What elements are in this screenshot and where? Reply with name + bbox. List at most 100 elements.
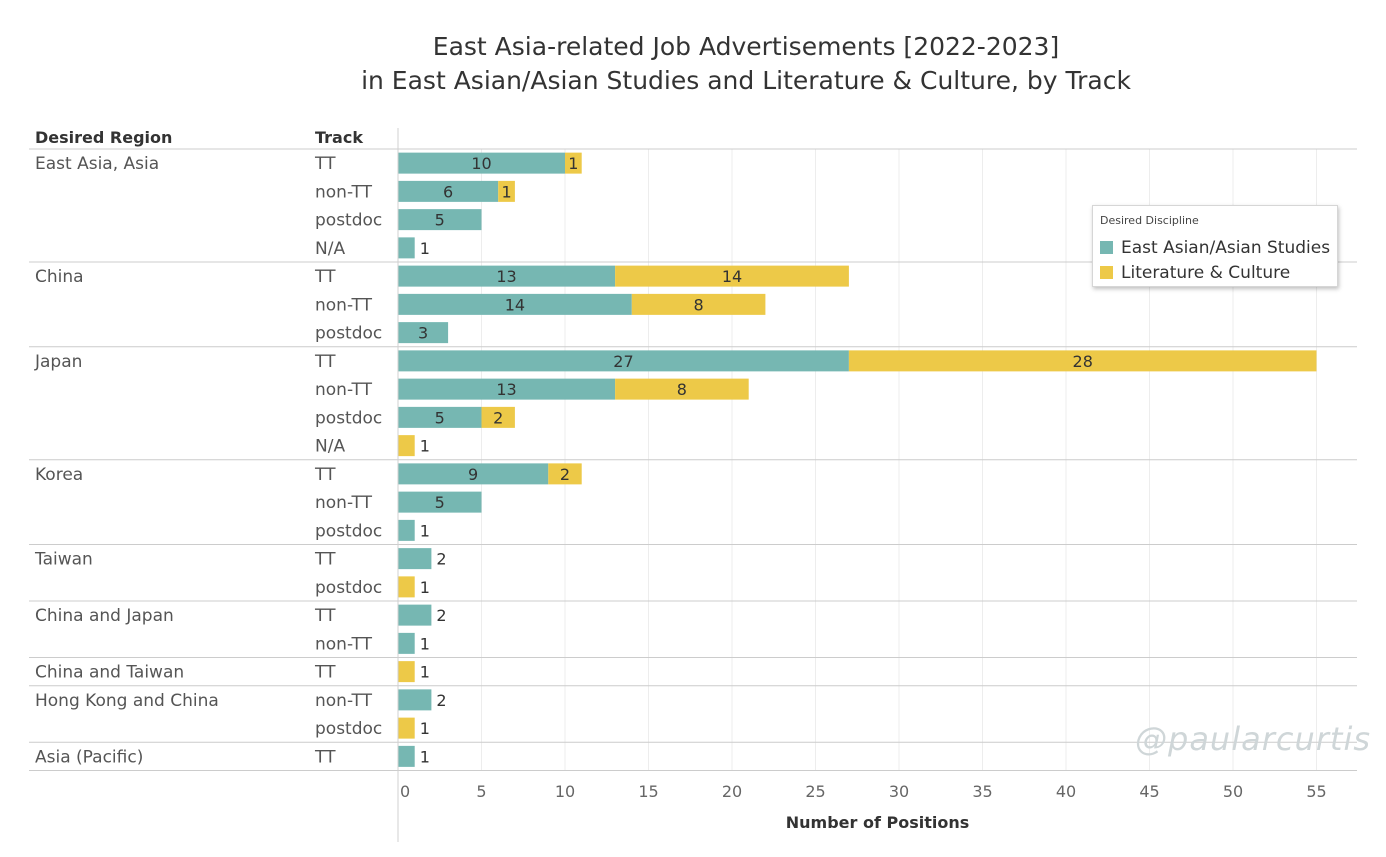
- legend-label: Literature & Culture: [1121, 263, 1291, 283]
- data-label: 14: [505, 295, 525, 314]
- chart-title-line-1: East Asia-related Job Advertisements [20…: [432, 32, 1060, 61]
- data-label: 13: [496, 267, 516, 286]
- data-label: 27: [613, 352, 633, 371]
- bar-segment: [398, 265, 616, 287]
- region-label: East Asia, Asia: [35, 154, 159, 174]
- region-label: Asia (Pacific): [35, 747, 143, 767]
- bar-segment: [398, 435, 415, 457]
- bar-segment: [398, 378, 616, 400]
- track-label: N/A: [315, 239, 345, 259]
- header-track: Track: [315, 128, 363, 147]
- bar-segment: [498, 180, 515, 202]
- x-tick-label: 15: [638, 782, 658, 801]
- track-label: TT: [314, 352, 336, 372]
- data-label: 1: [420, 437, 430, 456]
- data-label: 2: [436, 606, 446, 625]
- data-label: 2: [493, 408, 503, 427]
- bar-segment: [398, 548, 432, 570]
- data-label: 1: [420, 719, 430, 738]
- data-label: 2: [436, 550, 446, 569]
- track-label: postdoc: [315, 324, 382, 344]
- bar-segment: [398, 463, 549, 485]
- bar-segment: [398, 689, 432, 711]
- data-label: 1: [420, 521, 430, 540]
- data-label: 1: [420, 578, 430, 597]
- legend-label: East Asian/Asian Studies: [1121, 238, 1331, 258]
- bar-segment: [398, 519, 415, 541]
- legend[interactable]: Desired Discipline East Asian/Asian Stud…: [1092, 205, 1338, 287]
- legend-title: Desired Discipline: [1100, 214, 1199, 227]
- region-label: Taiwan: [34, 550, 93, 570]
- track-label: TT: [314, 747, 336, 767]
- bar-segment: [615, 378, 749, 400]
- data-label: 2: [560, 465, 570, 484]
- track-label: N/A: [315, 437, 345, 457]
- track-label: postdoc: [315, 719, 382, 739]
- x-tick-label: 5: [476, 782, 486, 801]
- bar-segment: [398, 576, 415, 598]
- data-label: 14: [722, 267, 742, 286]
- legend-swatch-yellow: [1100, 266, 1113, 279]
- data-label: 8: [677, 380, 687, 399]
- track-label: postdoc: [315, 211, 382, 231]
- data-label: 28: [1073, 352, 1093, 371]
- data-label: 1: [420, 747, 430, 766]
- track-label: TT: [314, 154, 336, 174]
- region-label: China and Taiwan: [35, 663, 184, 683]
- track-label: TT: [314, 465, 336, 485]
- x-tick-label: 20: [722, 782, 742, 801]
- region-label: China and Japan: [35, 606, 174, 626]
- x-tick-label: 45: [1139, 782, 1159, 801]
- bar-segment: [398, 745, 415, 767]
- bar-segment: [398, 406, 482, 428]
- bar-segment: [398, 632, 415, 654]
- data-label: 5: [435, 408, 445, 427]
- track-label: TT: [314, 267, 336, 287]
- legend-swatch-teal: [1100, 241, 1113, 254]
- x-tick-label: 55: [1306, 782, 1326, 801]
- x-axis-label: Number of Positions: [786, 813, 970, 832]
- track-label: postdoc: [315, 521, 382, 541]
- bar-segment: [631, 293, 766, 315]
- bar-segment: [398, 661, 415, 683]
- data-label: 5: [435, 493, 445, 512]
- bar-segment: [398, 604, 432, 626]
- data-label: 1: [420, 239, 430, 258]
- track-label: non-TT: [315, 295, 373, 315]
- track-label: TT: [314, 663, 336, 683]
- region-label: Hong Kong and China: [35, 691, 219, 711]
- bar-segment: [398, 152, 565, 174]
- legend-item-literature-culture[interactable]: Literature & Culture: [1100, 263, 1290, 283]
- data-label: 9: [468, 465, 478, 484]
- x-tick-label: 10: [555, 782, 575, 801]
- bar-segment: [398, 717, 415, 739]
- bar-segment: [565, 152, 582, 174]
- watermark: @paularcurtis: [1135, 720, 1371, 758]
- region-label: Korea: [35, 465, 83, 485]
- header-desired-region: Desired Region: [35, 128, 172, 147]
- track-label: non-TT: [315, 182, 373, 202]
- chart-title: East Asia-related Job Advertisements [20…: [0, 30, 1386, 98]
- x-tick-label: 30: [889, 782, 909, 801]
- data-label: 1: [420, 634, 430, 653]
- region-label: China: [35, 267, 84, 287]
- bar-segment: [398, 322, 449, 344]
- track-label: non-TT: [315, 634, 373, 654]
- data-label: 8: [694, 295, 704, 314]
- data-label: 1: [501, 182, 511, 201]
- bar-segment: [481, 406, 515, 428]
- data-label: 6: [443, 182, 453, 201]
- x-tick-label: 35: [972, 782, 992, 801]
- data-label: 13: [496, 380, 516, 399]
- track-label: non-TT: [315, 380, 373, 400]
- bar-segment: [398, 237, 415, 259]
- bar-segment: [398, 209, 482, 231]
- legend-item-east-asian-studies[interactable]: East Asian/Asian Studies: [1100, 238, 1330, 258]
- data-label: 5: [435, 211, 445, 230]
- bar-segment: [398, 350, 849, 372]
- bar-segment: [398, 491, 482, 513]
- bar-segment: [848, 350, 1317, 372]
- bar-segment: [398, 293, 632, 315]
- chart-title-line-2: in East Asian/Asian Studies and Literatu…: [361, 66, 1131, 95]
